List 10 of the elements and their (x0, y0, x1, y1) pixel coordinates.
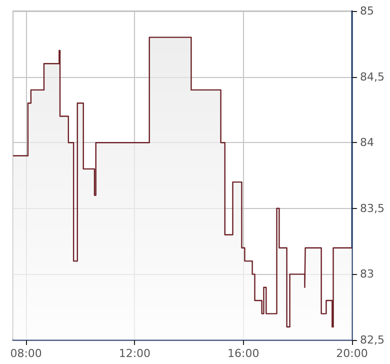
y-tick-label: 84 (360, 136, 374, 150)
x-tick-label: 20:00 (336, 347, 368, 360)
y-tick-label: 85 (360, 4, 374, 18)
y-tick-label: 82,5 (360, 334, 384, 346)
y-tick-label: 84,5 (360, 70, 384, 84)
x-tick-label: 12:00 (118, 347, 151, 360)
y-tick-label: 83 (360, 268, 374, 281)
x-tick-label: 08:00 (10, 347, 42, 360)
y-tick-label: 83,5 (360, 202, 384, 215)
x-tick-label: 16:00 (227, 347, 260, 360)
